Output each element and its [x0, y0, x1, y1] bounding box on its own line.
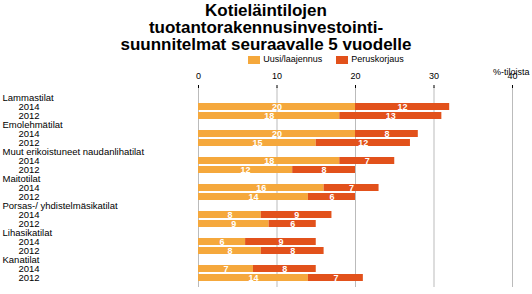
svg-text:16: 16	[256, 182, 267, 193]
svg-text:2014: 2014	[18, 236, 40, 247]
svg-text:2012: 2012	[19, 110, 40, 121]
svg-text:8: 8	[322, 165, 327, 175]
svg-text:Lammastilat: Lammastilat	[2, 92, 54, 103]
svg-text:2014: 2014	[18, 155, 40, 166]
svg-text:%-tiloista: %-tiloista	[493, 67, 530, 77]
svg-text:9: 9	[231, 219, 236, 229]
svg-text:8: 8	[227, 246, 232, 256]
svg-text:2014: 2014	[18, 209, 40, 220]
svg-text:14: 14	[248, 273, 258, 283]
svg-text:6: 6	[290, 219, 295, 229]
svg-text:14: 14	[248, 192, 258, 202]
html-text:Uusi/laajennus: Uusi/laajennus	[263, 54, 323, 64]
svg-text:2012: 2012	[19, 191, 40, 202]
svg-text:2014: 2014	[18, 101, 40, 112]
html-text:Kotieläintilojen tuotantoraken: Kotieläintilojen tuotantorakennusinvesto…	[120, 1, 412, 54]
svg-text:8: 8	[384, 129, 389, 139]
svg-text:Porsas-/ yhdistelmäsikatilat: Porsas-/ yhdistelmäsikatilat	[2, 200, 118, 211]
svg-text:20: 20	[272, 101, 282, 112]
svg-text:13: 13	[386, 111, 396, 121]
svg-text:Emolehmätilat: Emolehmätilat	[2, 119, 63, 130]
svg-text:9: 9	[294, 209, 300, 220]
svg-text:8: 8	[290, 246, 295, 256]
svg-text:2014: 2014	[18, 128, 40, 139]
html-text:Peruskorjaus: Peruskorjaus	[351, 54, 404, 64]
svg-text:20: 20	[350, 71, 360, 81]
svg-text:2012: 2012	[19, 245, 40, 256]
svg-text:2012: 2012	[19, 218, 40, 229]
svg-text:9: 9	[278, 237, 283, 247]
svg-text:6: 6	[329, 192, 334, 202]
svg-text:2012: 2012	[19, 164, 40, 175]
svg-text:7: 7	[349, 183, 354, 193]
svg-text:10: 10	[272, 71, 282, 81]
svg-text:2014: 2014	[18, 182, 40, 193]
svg-text:12: 12	[241, 165, 251, 175]
svg-text:15: 15	[252, 138, 262, 148]
svg-text:6: 6	[220, 237, 225, 247]
svg-text:18: 18	[264, 111, 274, 121]
svg-text:Muut erikoistuneet naudanlihat: Muut erikoistuneet naudanlihatilat	[2, 146, 144, 157]
svg-text:18: 18	[264, 156, 274, 166]
svg-text:30: 30	[429, 71, 439, 81]
svg-text:2014: 2014	[18, 263, 40, 274]
svg-text:7: 7	[365, 156, 370, 166]
svg-text:8: 8	[227, 209, 233, 220]
svg-text:20: 20	[272, 129, 282, 139]
svg-text:0: 0	[196, 71, 201, 81]
svg-text:8: 8	[282, 264, 287, 274]
svg-text:12: 12	[358, 138, 368, 148]
svg-text:12: 12	[398, 102, 408, 112]
svg-text:7: 7	[333, 273, 338, 283]
svg-text:2012: 2012	[19, 137, 40, 148]
svg-text:2012: 2012	[19, 272, 40, 283]
svg-text:7: 7	[223, 264, 228, 274]
svg-text:Lihasikatilat: Lihasikatilat	[2, 227, 53, 238]
